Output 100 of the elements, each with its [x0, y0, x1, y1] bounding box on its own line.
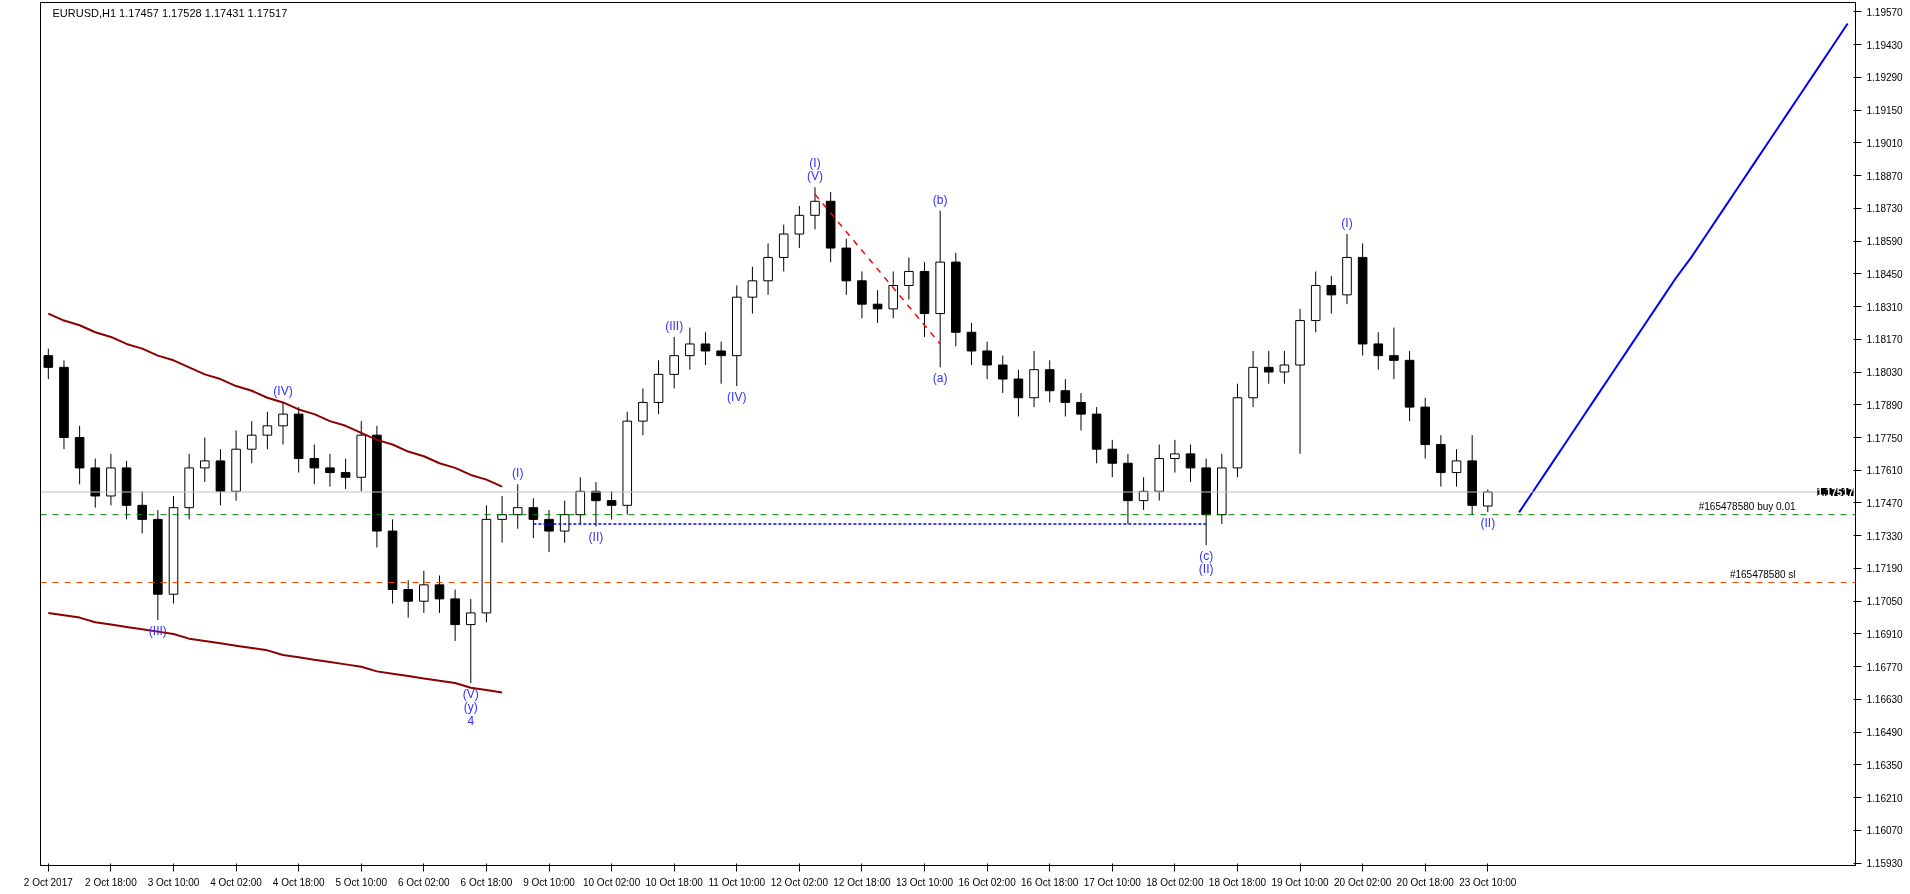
candlestick	[888, 270, 899, 319]
x-tick-label: 10 Oct 18:00	[645, 876, 704, 888]
x-tick-label: 6 Oct 02:00	[397, 876, 451, 888]
annotation: (b)	[932, 192, 948, 207]
candlestick	[1107, 439, 1118, 478]
candlestick	[606, 490, 617, 520]
candlestick	[325, 453, 335, 488]
x-tick-label: 18 Oct 02:00	[1146, 876, 1204, 888]
y-tick-label: 1.17470	[1866, 497, 1904, 509]
y-tick-label: 1.18450	[1866, 268, 1904, 280]
line-series	[47, 312, 504, 488]
candlestick	[262, 411, 273, 450]
candlestick	[1451, 448, 1462, 488]
candlestick	[1373, 331, 1384, 371]
candlestick	[904, 256, 914, 301]
y-tick-label: 1.16210	[1866, 792, 1904, 804]
y-tick-label: 1.17050	[1866, 596, 1904, 608]
y-tick-label: 1.16630	[1866, 694, 1904, 706]
y-tick-label: 1.18730	[1866, 203, 1904, 215]
x-tick-label: 4 Oct 02:00	[210, 876, 263, 888]
ref-line-label: #165478580 sl	[1729, 568, 1796, 580]
candlestick	[1060, 378, 1071, 417]
y-tick-label: 1.17330	[1866, 530, 1904, 542]
candlestick	[512, 483, 523, 530]
candlestick	[794, 205, 805, 249]
x-tick-label: 16 Oct 02:00	[958, 876, 1017, 888]
ref-line-label: 1.17517	[1817, 487, 1854, 498]
candlestick	[528, 497, 539, 539]
candlestick	[716, 341, 726, 385]
x-tick-label: 2 Oct 2017	[23, 876, 74, 888]
candlestick	[1013, 369, 1024, 417]
candlestick	[700, 331, 711, 366]
annotation: (II)	[1198, 562, 1214, 577]
x-tick-label: 9 Oct 10:00	[523, 876, 576, 888]
candlestick	[559, 500, 570, 544]
y-tick-label: 1.18310	[1866, 301, 1904, 313]
x-tick-label: 12 Oct 02:00	[770, 876, 829, 888]
annotation: (I)	[512, 466, 524, 481]
y-tick-label: 1.16350	[1866, 759, 1904, 771]
y-tick-label: 1.18030	[1866, 367, 1904, 379]
candlestick	[278, 401, 288, 446]
annotation: (II)	[588, 530, 604, 545]
candlestick	[1185, 444, 1196, 483]
annotation: (c)	[1199, 549, 1214, 564]
x-tick-label: 23 Oct 10:00	[1459, 876, 1517, 888]
candlestick	[246, 420, 257, 464]
annotation: (III)	[665, 318, 684, 333]
x-tick-label: 13 Oct 10:00	[895, 876, 954, 888]
candlestick	[419, 570, 429, 614]
annotation: 4	[467, 713, 475, 728]
x-tick-label: 20 Oct 02:00	[1334, 876, 1392, 888]
annotation: (IV)	[273, 384, 293, 399]
candlestick	[638, 387, 648, 436]
candlestick	[575, 476, 586, 525]
y-tick-label: 1.18170	[1866, 334, 1904, 346]
candlestick	[43, 348, 54, 380]
candlestick	[810, 186, 820, 230]
candlestick	[199, 437, 210, 483]
candlestick	[1483, 488, 1493, 513]
candlestick	[1326, 275, 1337, 315]
annotation: (a)	[932, 371, 948, 386]
x-tick-label: 16 Oct 18:00	[1021, 876, 1079, 888]
annotation: (V)	[807, 169, 824, 184]
y-tick-label: 1.19430	[1866, 39, 1904, 51]
candlestick	[1076, 392, 1086, 431]
candlestick	[434, 574, 445, 614]
y-tick-label: 1.16070	[1866, 825, 1904, 837]
y-tick-label: 1.17610	[1866, 465, 1904, 477]
x-tick-label: 5 Oct 10:00	[335, 876, 388, 888]
candlestick	[340, 458, 351, 490]
candlestick	[669, 336, 679, 389]
candlestick	[685, 327, 695, 371]
candlestick	[309, 444, 320, 485]
candlestick	[778, 224, 789, 272]
ref-line-label: #165478580 buy 0.01	[1698, 500, 1796, 512]
y-tick-label: 1.18590	[1866, 236, 1904, 248]
annotation: (I)	[809, 156, 821, 171]
x-tick-label: 4 Oct 18:00	[272, 876, 325, 888]
x-tick-label: 19 Oct 10:00	[1271, 876, 1330, 888]
y-tick-label: 1.16490	[1866, 727, 1904, 739]
candlestick	[137, 490, 148, 534]
candlestick	[857, 270, 867, 319]
y-tick-label: 1.17890	[1866, 399, 1904, 411]
y-tick-label: 1.17190	[1866, 563, 1904, 575]
y-tick-label: 1.19290	[1866, 72, 1904, 84]
y-tick-label: 1.18870	[1866, 170, 1904, 182]
candlestick	[997, 355, 1008, 394]
chart-title: EURUSD,H1 1.17457 1.17528 1.17431 1.17517	[52, 6, 288, 19]
candlestick	[1279, 350, 1290, 385]
x-tick-label: 18 Oct 18:00	[1208, 876, 1267, 888]
y-tick-label: 1.19150	[1866, 105, 1904, 117]
y-tick-label: 1.17750	[1866, 432, 1904, 444]
y-tick-label: 1.15930	[1866, 858, 1904, 870]
x-tick-label: 3 Oct 10:00	[147, 876, 200, 888]
y-tick-label: 1.16910	[1866, 628, 1904, 640]
annotation: (II)	[1480, 516, 1496, 531]
candlestick	[872, 289, 883, 324]
candlestick	[544, 509, 554, 553]
candlestick	[763, 242, 773, 296]
candlestick	[403, 579, 413, 619]
